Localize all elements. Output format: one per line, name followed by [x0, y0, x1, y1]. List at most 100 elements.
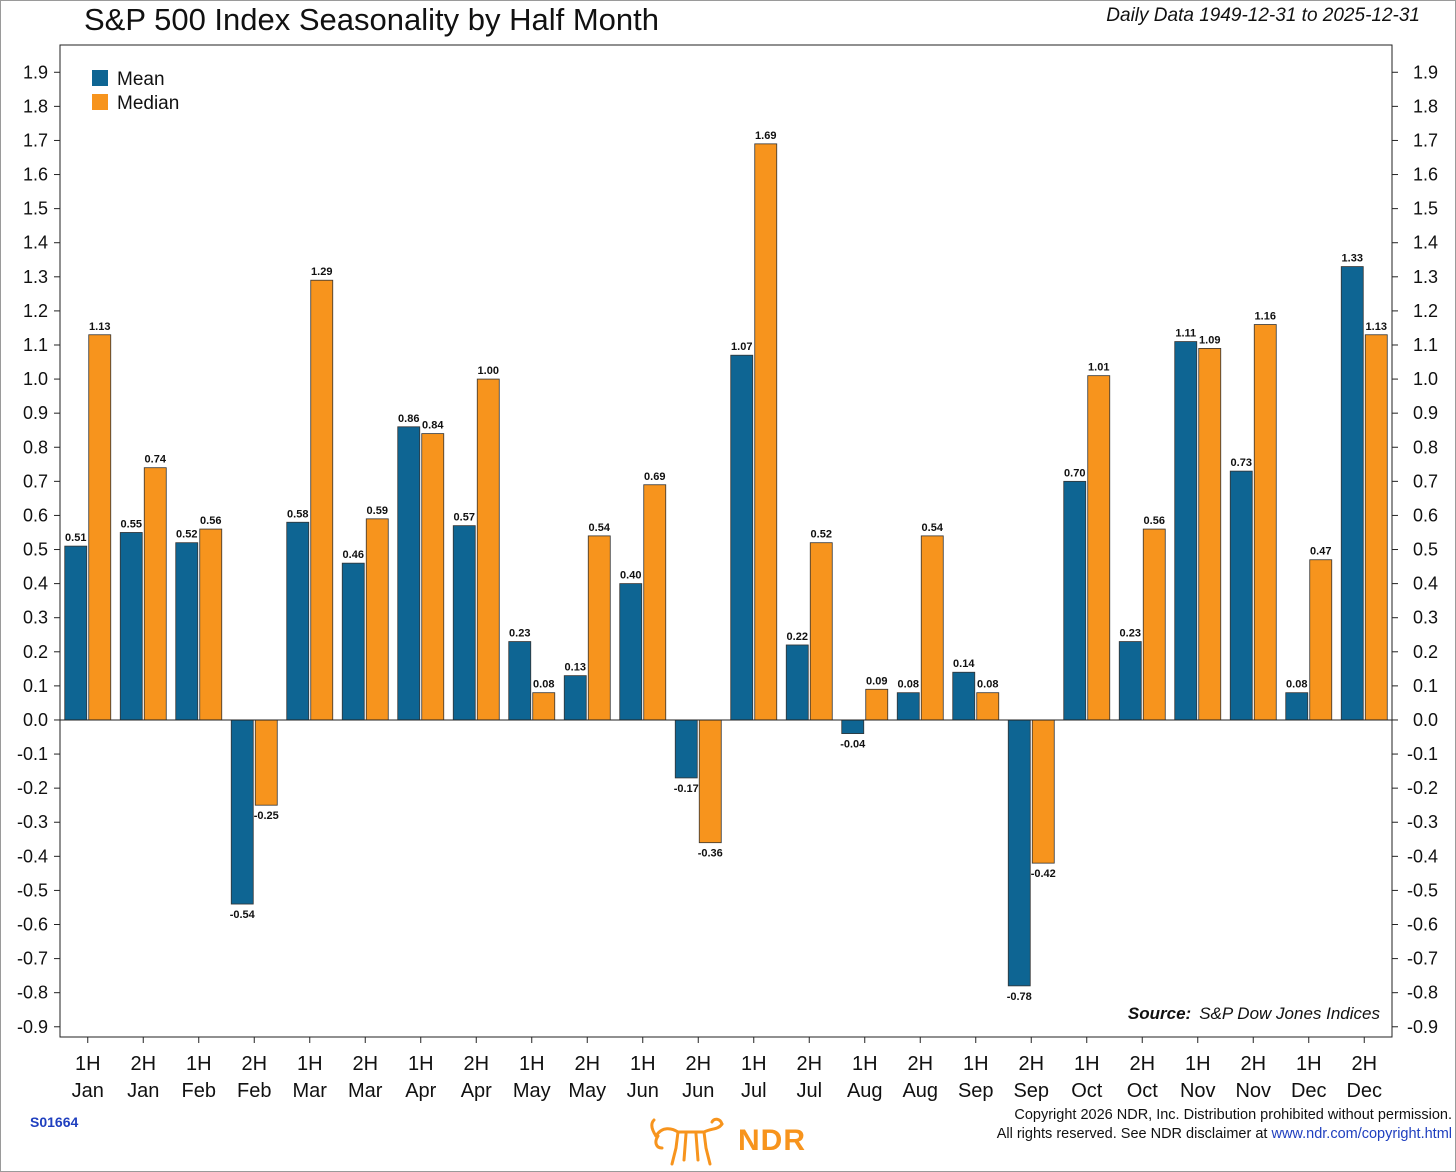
x-tick-label-half: 1H [1185, 1053, 1211, 1075]
mean-bar [841, 719, 865, 735]
median-bar [532, 692, 556, 721]
mean-bar [452, 525, 476, 721]
median-data-label: -0.25 [254, 810, 279, 822]
x-tick-label-half: 2H [796, 1053, 822, 1075]
y-tick-label-right: -0.2 [1407, 778, 1438, 798]
mean-data-label: 0.08 [898, 679, 919, 691]
median-bar [1253, 324, 1277, 721]
median-data-label: 1.69 [755, 130, 776, 142]
y-tick-label-left: -0.2 [17, 778, 48, 798]
mean-bar [64, 545, 88, 721]
x-tick-label-half: 1H [630, 1053, 656, 1075]
x-tick-label-half: 1H [186, 1053, 212, 1075]
y-tick-label-right: 0.9 [1413, 403, 1438, 423]
x-tick-label-half: 1H [1296, 1053, 1322, 1075]
y-tick-label-left: 0.1 [23, 676, 48, 696]
legend-swatch-median [92, 94, 108, 110]
x-tick-label-month: Jul [796, 1080, 822, 1102]
x-tick-label-month: Jan [127, 1080, 159, 1102]
y-tick-label-right: 0.4 [1413, 574, 1438, 594]
x-tick-label-month: Feb [237, 1080, 271, 1102]
chart-code: S01664 [30, 1114, 79, 1130]
y-tick-label-left: -0.4 [17, 846, 48, 866]
y-tick-label-right: 1.8 [1413, 96, 1438, 116]
median-bar [976, 692, 1000, 721]
median-data-label: 1.13 [89, 321, 110, 333]
source-value: S&P Dow Jones Indices [1199, 1004, 1380, 1023]
y-tick-label-left: 0.7 [23, 471, 48, 491]
median-data-label: 0.56 [1144, 515, 1165, 527]
source-note: Source: S&P Dow Jones Indices [1128, 1004, 1380, 1024]
y-tick-label-left: -0.9 [17, 1017, 48, 1037]
x-tick-label-half: 1H [519, 1053, 545, 1075]
legend-label-mean: Mean [117, 69, 165, 90]
mean-bar [674, 719, 698, 779]
median-bar [698, 719, 722, 844]
y-tick-label-right: 1.1 [1413, 335, 1438, 355]
median-bar [1031, 719, 1055, 864]
mean-bar [563, 675, 587, 721]
x-tick-label-month: Feb [182, 1080, 216, 1102]
mean-data-label: 1.11 [1175, 328, 1196, 340]
y-tick-label-right: 1.9 [1413, 62, 1438, 82]
mean-data-label: 0.22 [787, 631, 808, 643]
median-bar [1198, 347, 1222, 721]
x-tick-label-month: Jul [741, 1080, 767, 1102]
y-tick-label-right: 1.0 [1413, 369, 1438, 389]
y-tick-label-right: 0.2 [1413, 642, 1438, 662]
mean-bar [1285, 692, 1309, 721]
copyright-link[interactable]: www.ndr.com/copyright.html [1271, 1126, 1452, 1142]
median-data-label: 0.52 [811, 529, 832, 541]
y-tick-label-left: 1.3 [23, 267, 48, 287]
y-tick-label-left: 0.9 [23, 403, 48, 423]
median-bar [809, 542, 833, 721]
mean-bar [785, 644, 809, 721]
legend-label-median: Median [117, 93, 179, 114]
mean-data-label: 0.23 [1120, 628, 1141, 640]
mean-bar [1007, 719, 1031, 987]
median-bar [1364, 334, 1388, 721]
mean-bar [1229, 470, 1253, 721]
x-tick-label-month: Mar [293, 1080, 328, 1102]
median-data-label: 0.54 [589, 522, 611, 534]
mean-data-label: -0.54 [230, 909, 256, 921]
y-tick-label-right: 0.0 [1413, 710, 1438, 730]
x-tick-label-month: Dec [1346, 1080, 1382, 1102]
date-range: Daily Data 1949-12-31 to 2025-12-31 [1106, 5, 1420, 26]
y-tick-label-left: -0.3 [17, 812, 48, 832]
y-tick-label-right: 0.1 [1413, 676, 1438, 696]
median-data-label: 0.47 [1310, 546, 1331, 558]
y-tick-label-right: -0.7 [1407, 949, 1438, 969]
median-data-label: 0.84 [422, 420, 444, 432]
mean-bar [175, 542, 199, 721]
median-bar [310, 279, 334, 721]
mean-data-label: 0.13 [565, 662, 586, 674]
y-tick-label-left: 1.1 [23, 335, 48, 355]
mean-data-label: 0.73 [1231, 457, 1252, 469]
y-tick-label-left: 1.7 [23, 130, 48, 150]
median-data-label: -0.42 [1031, 868, 1056, 880]
x-tick-label-half: 1H [741, 1053, 767, 1075]
copyright: Copyright 2026 NDR, Inc. Distribution pr… [997, 1106, 1452, 1144]
mean-bar [341, 562, 365, 721]
y-tick-label-right: 1.5 [1413, 199, 1438, 219]
y-tick-label-left: 1.5 [23, 199, 48, 219]
y-tick-label-left: 0.4 [23, 574, 48, 594]
y-tick-label-left: 0.2 [23, 642, 48, 662]
copyright-line-2-text: All rights reserved. See NDR disclaimer … [996, 1126, 1268, 1142]
median-data-label: 0.56 [200, 515, 221, 527]
x-tick-label-half: 1H [1074, 1053, 1100, 1075]
median-data-label: 0.08 [533, 679, 554, 691]
x-tick-label-month: Oct [1071, 1080, 1103, 1102]
median-data-label: 1.09 [1199, 334, 1220, 346]
x-tick-label-month: Dec [1291, 1080, 1327, 1102]
x-tick-label-half: 2H [352, 1053, 378, 1075]
x-tick-label-month: Nov [1180, 1080, 1216, 1102]
y-tick-label-left: 1.4 [23, 233, 48, 253]
mean-bar [1174, 341, 1198, 721]
y-tick-label-left: -0.6 [17, 915, 48, 935]
mean-bar [1118, 641, 1142, 721]
ndr-logo: NDR [648, 1114, 838, 1170]
x-tick-label-half: 2H [907, 1053, 933, 1075]
x-tick-label-half: 1H [852, 1053, 878, 1075]
